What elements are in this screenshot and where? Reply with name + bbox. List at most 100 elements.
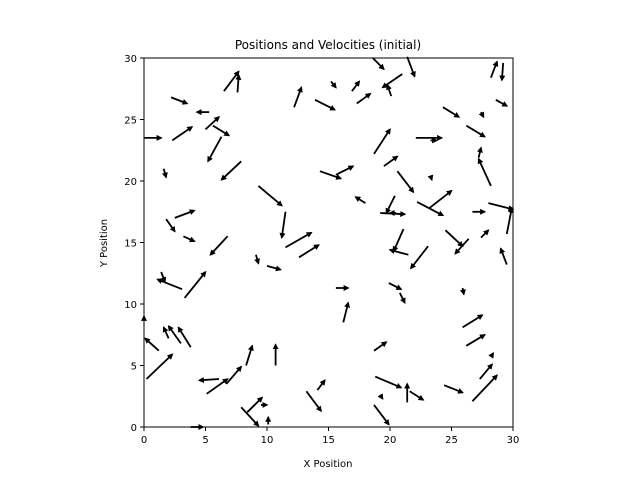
velocity-arrow-93 — [197, 377, 220, 383]
velocity-arrow-61 — [298, 244, 320, 259]
velocity-arrow-95 — [246, 396, 264, 413]
velocity-arrow-64 — [183, 270, 207, 299]
velocity-arrow-94 — [206, 378, 229, 395]
velocity-arrow-11 — [174, 209, 196, 219]
velocity-arrow-1 — [170, 96, 189, 105]
velocity-arrow-89 — [316, 379, 326, 391]
velocity-arrow-25 — [381, 73, 403, 89]
arrow-layer — [141, 56, 515, 430]
y-tick-label-30: 30 — [124, 54, 137, 65]
velocity-arrow-82 — [373, 341, 388, 352]
y-tick-label-0: 0 — [131, 423, 137, 434]
velocity-arrow-42 — [427, 174, 434, 182]
velocity-arrow-29 — [478, 111, 485, 119]
velocity-arrow-76 — [462, 314, 484, 329]
velocity-arrow-57 — [454, 238, 470, 255]
velocity-arrow-66 — [162, 326, 170, 339]
velocity-arrow-55 — [410, 245, 429, 270]
y-tick-label-5: 5 — [131, 362, 137, 373]
velocity-arrow-56 — [444, 229, 464, 248]
velocity-arrow-60 — [285, 231, 313, 249]
velocity-arrow-10 — [161, 168, 168, 179]
y-tick-label-25: 25 — [124, 116, 137, 127]
velocity-arrow-71 — [342, 301, 350, 323]
velocity-arrow-48 — [488, 202, 515, 212]
velocity-arrow-80 — [471, 374, 498, 402]
velocity-arrow-8 — [235, 73, 242, 93]
velocity-arrow-50 — [385, 195, 396, 215]
y-tick-label-10: 10 — [124, 300, 137, 311]
velocity-arrow-4 — [204, 116, 221, 130]
velocity-arrow-26 — [386, 83, 393, 97]
velocity-arrow-68 — [177, 326, 192, 348]
velocity-arrow-75 — [459, 287, 466, 296]
velocity-arrow-78 — [479, 363, 493, 380]
velocity-arrow-13 — [183, 235, 196, 243]
velocity-arrow-49 — [505, 206, 514, 235]
velocity-arrow-31 — [499, 62, 506, 82]
x-tick-label-10: 10 — [261, 435, 274, 446]
velocity-arrow-92 — [225, 365, 243, 385]
velocity-arrow-77 — [465, 334, 486, 347]
velocity-arrow-70 — [145, 353, 174, 380]
velocity-arrow-22 — [351, 80, 361, 92]
velocity-arrow-67 — [167, 324, 182, 344]
velocity-arrow-41 — [396, 170, 415, 194]
y-axis-label: Y Position — [99, 219, 110, 268]
x-axis-ticks: 0 5 10 15 20 25 30 — [141, 427, 520, 446]
x-tick-label-0: 0 — [141, 435, 147, 446]
velocity-arrow-91 — [245, 344, 254, 366]
velocity-arrow-15 — [254, 254, 260, 265]
velocity-arrow-81 — [443, 384, 464, 394]
velocity-arrow-45 — [428, 189, 453, 209]
velocity-arrow-19 — [293, 86, 303, 108]
velocity-arrow-2 — [171, 126, 194, 142]
x-axis-label: X Position — [304, 459, 353, 470]
velocity-arrow-39 — [319, 170, 343, 180]
velocity-arrow-53 — [392, 228, 405, 253]
velocity-arrow-58 — [480, 229, 490, 239]
velocity-arrow-38 — [354, 196, 366, 204]
velocity-arrow-86 — [373, 404, 390, 426]
velocity-arrow-32 — [495, 99, 509, 107]
chart-title: Positions and Velocities (initial) — [235, 38, 421, 52]
velocity-arrow-6 — [207, 136, 223, 163]
velocity-arrow-73 — [388, 282, 403, 291]
velocity-arrow-20 — [314, 98, 336, 111]
velocity-arrow-54 — [388, 248, 409, 256]
velocity-arrow-16 — [266, 265, 282, 272]
x-tick-label-30: 30 — [507, 435, 520, 446]
velocity-arrow-24 — [372, 57, 385, 71]
velocity-arrow-88 — [305, 390, 322, 413]
velocity-arrow-43 — [476, 146, 483, 158]
velocity-arrow-18 — [257, 185, 283, 207]
velocity-arrow-74 — [398, 292, 406, 305]
velocity-arrow-62 — [160, 271, 167, 284]
velocity-arrow-33 — [465, 124, 486, 138]
velocity-arrow-30 — [490, 60, 499, 79]
x-tick-label-5: 5 — [202, 435, 208, 446]
y-tick-label-15: 15 — [124, 239, 137, 250]
velocity-arrow-83 — [374, 375, 403, 389]
velocity-arrow-7 — [223, 70, 240, 92]
velocity-arrow-87 — [377, 393, 384, 400]
velocity-arrow-28 — [442, 106, 461, 118]
x-tick-label-25: 25 — [445, 435, 458, 446]
velocity-arrow-44 — [477, 157, 492, 187]
velocity-arrow-5 — [212, 124, 231, 137]
velocity-arrow-46 — [416, 201, 445, 217]
x-tick-label-15: 15 — [322, 435, 335, 446]
velocity-arrow-17 — [279, 211, 287, 239]
velocity-arrow-14 — [209, 235, 229, 256]
velocity-arrow-40 — [335, 165, 355, 176]
velocity-arrow-59 — [499, 247, 508, 265]
velocity-arrow-36 — [373, 128, 391, 155]
velocity-arrow-9 — [220, 160, 242, 181]
velocity-arrow-97 — [240, 406, 260, 427]
y-tick-label-20: 20 — [124, 177, 137, 188]
velocity-arrow-21 — [330, 80, 337, 89]
velocity-arrow-23 — [356, 92, 372, 105]
velocity-arrow-63 — [156, 278, 183, 291]
velocity-arrow-27 — [406, 56, 416, 78]
